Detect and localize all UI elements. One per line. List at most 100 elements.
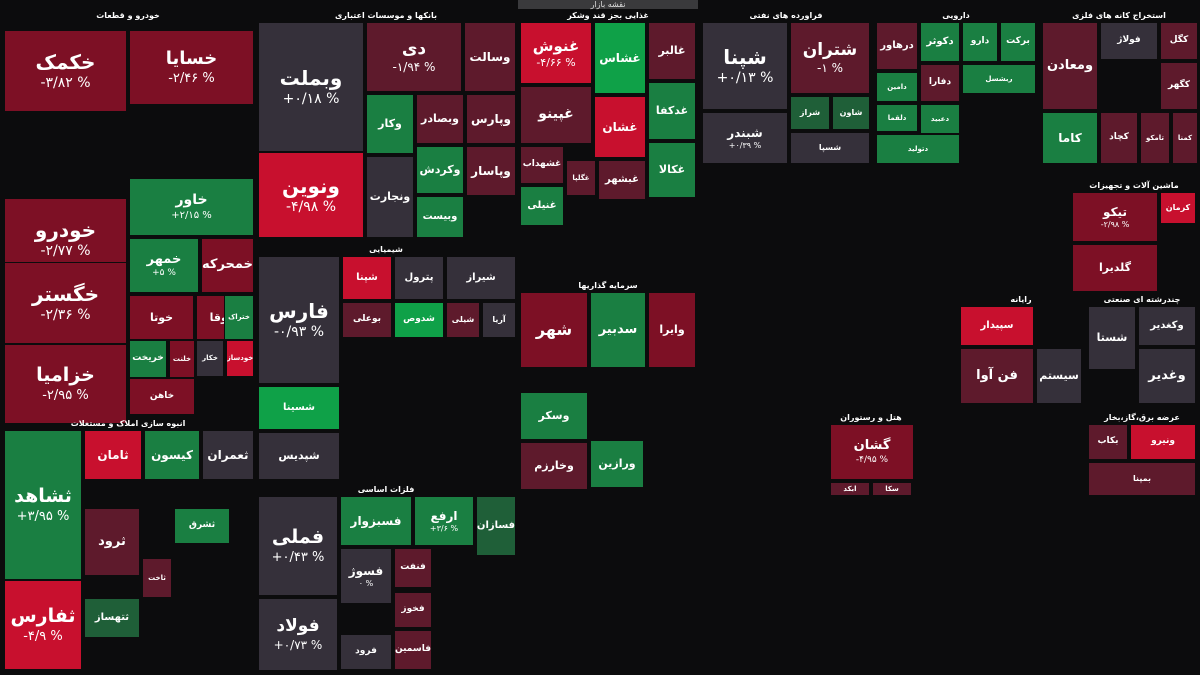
stock-tile[interactable]: ثشرق bbox=[174, 508, 230, 544]
stock-tile[interactable]: فاسمین bbox=[394, 630, 432, 670]
stock-tile[interactable]: خمحرکه bbox=[201, 238, 254, 293]
stock-tile[interactable]: وپارس bbox=[466, 94, 516, 144]
stock-tile[interactable]: غدکفا bbox=[648, 82, 696, 140]
stock-tile[interactable]: سیستم bbox=[1036, 348, 1082, 404]
stock-tile[interactable]: شپنا bbox=[342, 256, 392, 300]
stock-tile[interactable]: شهر bbox=[520, 292, 588, 368]
stock-tile[interactable]: دتولید bbox=[876, 134, 960, 164]
stock-tile[interactable]: وایرا bbox=[648, 292, 696, 368]
stock-tile[interactable]: وکار bbox=[366, 94, 414, 154]
stock-tile[interactable]: غنیلی bbox=[520, 186, 564, 226]
stock-tile[interactable]: فارس -۰/۹۳ % bbox=[258, 256, 340, 384]
stock-tile[interactable]: ثشاهد +۳/۹۵ % bbox=[4, 430, 82, 580]
stock-tile[interactable]: فولاد +۰/۷۳ % bbox=[258, 598, 338, 671]
stock-tile[interactable]: کچاد bbox=[1100, 112, 1138, 164]
stock-tile[interactable]: شپنا +۰/۱۳ % bbox=[702, 22, 788, 110]
stock-tile[interactable]: وکردش bbox=[416, 146, 464, 194]
stock-tile[interactable]: وپاسار bbox=[466, 146, 516, 196]
stock-tile[interactable]: دی -۱/۹۴ % bbox=[366, 22, 462, 92]
stock-tile[interactable]: گلدیرا bbox=[1072, 244, 1158, 292]
stock-tile[interactable]: درهاور bbox=[876, 22, 918, 70]
stock-tile[interactable]: شتران -۱ % bbox=[790, 22, 870, 94]
stock-tile[interactable]: بوعلی bbox=[342, 302, 392, 338]
stock-tile[interactable]: کگهر bbox=[1160, 62, 1198, 110]
stock-tile[interactable]: شیراز bbox=[446, 256, 516, 300]
stock-tile[interactable]: غالبر bbox=[648, 22, 696, 80]
stock-tile[interactable]: فخوز bbox=[394, 592, 432, 628]
stock-tile[interactable]: بمپنا bbox=[1088, 462, 1196, 496]
stock-tile[interactable]: ونیرو bbox=[1130, 424, 1196, 460]
stock-tile[interactable]: وسکر bbox=[520, 392, 588, 440]
stock-tile[interactable]: کیسون bbox=[144, 430, 200, 480]
stock-tile[interactable]: غکالا bbox=[648, 142, 696, 198]
stock-tile[interactable]: ختراک bbox=[224, 295, 254, 340]
stock-tile[interactable]: فملی +۰/۴۳ % bbox=[258, 496, 338, 596]
stock-tile[interactable]: خکار bbox=[196, 340, 224, 377]
stock-tile[interactable]: خریخت bbox=[129, 340, 167, 378]
stock-tile[interactable]: فسازان bbox=[476, 496, 516, 556]
stock-tile[interactable]: ارفع +۳/۶ % bbox=[414, 496, 474, 546]
stock-tile[interactable]: ونوین -۴/۹۸ % bbox=[258, 152, 364, 238]
stock-tile[interactable]: برکت bbox=[1000, 22, 1036, 62]
stock-tile[interactable]: خاور +۲/۱۵ % bbox=[129, 178, 254, 236]
stock-tile[interactable]: پترول bbox=[394, 256, 444, 300]
stock-tile[interactable]: غشاس bbox=[594, 22, 646, 94]
stock-tile[interactable]: شاون bbox=[832, 96, 870, 130]
stock-tile[interactable]: سدبیر bbox=[590, 292, 646, 368]
stock-tile[interactable]: ربشسل bbox=[962, 64, 1036, 94]
stock-tile[interactable]: شیلی bbox=[446, 302, 480, 338]
stock-tile[interactable]: ثاخت bbox=[142, 558, 172, 598]
stock-tile[interactable]: شبندر +۰/۳۹ % bbox=[702, 112, 788, 164]
stock-tile[interactable]: شسپا bbox=[790, 132, 870, 164]
stock-tile[interactable]: فنفت bbox=[394, 548, 432, 588]
stock-tile[interactable]: شپدیس bbox=[258, 432, 340, 480]
stock-tile[interactable]: خلنت bbox=[169, 340, 195, 378]
stock-tile[interactable]: تیکو -۲/۹۸ % bbox=[1072, 192, 1158, 242]
stock-tile[interactable]: دعبید bbox=[920, 104, 960, 134]
stock-tile[interactable]: سکا bbox=[872, 482, 912, 496]
stock-tile[interactable]: آریا bbox=[482, 302, 516, 338]
stock-tile[interactable]: وخارزم bbox=[520, 442, 588, 490]
stock-tile[interactable]: خاهن bbox=[129, 378, 195, 415]
stock-tile[interactable]: غپینو bbox=[520, 86, 592, 144]
stock-tile[interactable]: فن آوا bbox=[960, 348, 1034, 404]
stock-tile[interactable]: وکغدیر bbox=[1138, 306, 1196, 346]
stock-tile[interactable]: خکمک -۳/۸۲ % bbox=[4, 30, 127, 112]
stock-tile[interactable]: وبیست bbox=[416, 196, 464, 238]
stock-tile[interactable]: دکوثر bbox=[920, 22, 960, 62]
stock-tile[interactable]: شستا bbox=[1088, 306, 1136, 370]
stock-tile[interactable]: دفارا bbox=[920, 64, 960, 102]
stock-tile[interactable]: ثرود bbox=[84, 508, 140, 576]
stock-tile[interactable]: ومعادن bbox=[1042, 22, 1098, 110]
stock-tile[interactable]: شسینا bbox=[258, 386, 340, 430]
stock-tile[interactable]: غشان bbox=[594, 96, 646, 158]
stock-tile[interactable]: دامین bbox=[876, 72, 918, 102]
stock-tile[interactable]: دلقما bbox=[876, 104, 918, 132]
stock-tile[interactable]: دارو bbox=[962, 22, 998, 62]
stock-tile[interactable]: ونجارت bbox=[366, 156, 414, 238]
stock-tile[interactable]: ثعمران bbox=[202, 430, 254, 480]
stock-tile[interactable]: فسوژ ۰ % bbox=[340, 548, 392, 604]
stock-tile[interactable]: شدوص bbox=[394, 302, 444, 338]
stock-tile[interactable]: کگل bbox=[1160, 22, 1198, 60]
stock-tile[interactable]: غگلپا bbox=[566, 160, 596, 196]
stock-tile[interactable]: فسبزوار bbox=[340, 496, 412, 546]
stock-tile[interactable]: خسایا -۲/۴۶ % bbox=[129, 30, 254, 105]
stock-tile[interactable]: خمهر +۵ % bbox=[129, 238, 199, 293]
stock-tile[interactable]: سپیدار bbox=[960, 306, 1034, 346]
stock-tile[interactable]: فرود bbox=[340, 634, 392, 670]
stock-tile[interactable]: غبشهر bbox=[598, 160, 646, 200]
stock-tile[interactable]: غشهداب bbox=[520, 146, 564, 184]
stock-tile[interactable]: کمنا bbox=[1172, 112, 1198, 164]
stock-tile[interactable]: ثفارس -۴/۹ % bbox=[4, 580, 82, 670]
stock-tile[interactable]: خزامیا -۲/۹۵ % bbox=[4, 344, 127, 424]
stock-tile[interactable]: وغدیر bbox=[1138, 348, 1196, 404]
stock-tile[interactable]: گشان -۴/۹۵ % bbox=[830, 424, 914, 480]
stock-tile[interactable]: تامکو bbox=[1140, 112, 1170, 164]
stock-tile[interactable]: وسالت bbox=[464, 22, 516, 92]
stock-tile[interactable]: وبصادر bbox=[416, 94, 464, 144]
stock-tile[interactable]: خوتا bbox=[129, 295, 194, 340]
stock-tile[interactable]: ثتهساز bbox=[84, 598, 140, 638]
stock-tile[interactable]: شراز bbox=[790, 96, 830, 130]
stock-tile[interactable]: فولاژ bbox=[1100, 22, 1158, 60]
